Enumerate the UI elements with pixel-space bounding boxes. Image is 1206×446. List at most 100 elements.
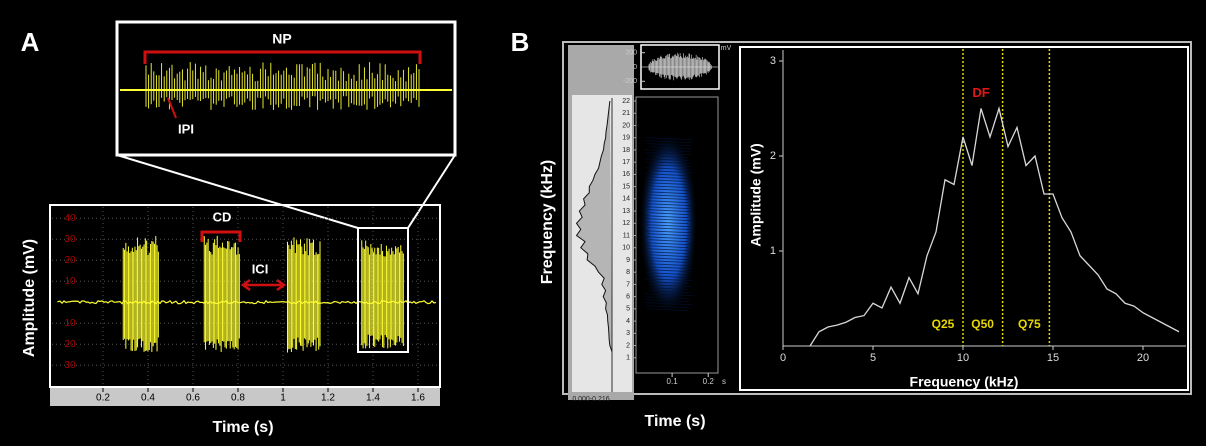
y-tick-label: 200 <box>625 50 637 57</box>
y-tick-label: 20 <box>64 255 76 266</box>
harmonic-stripe <box>646 200 689 204</box>
harmonic-stripe <box>646 272 691 276</box>
zoom-line <box>116 154 359 229</box>
y-tick-label: 2 <box>626 342 630 349</box>
y-tick-label: 1 <box>770 245 776 257</box>
harmonic-stripe <box>643 230 691 234</box>
y-tick-label: 10 <box>64 318 76 329</box>
harmonic-stripe <box>643 251 690 255</box>
harmonic-stripe <box>649 212 690 216</box>
harmonic-stripe <box>649 146 691 150</box>
y-axis-title: Frequency (kHz) <box>539 160 556 284</box>
harmonic-stripe <box>645 188 692 192</box>
x-tick-label: 0 <box>780 352 786 364</box>
harmonic-stripe <box>643 236 690 240</box>
x-axis-title: Frequency (kHz) <box>910 374 1019 390</box>
harmonic-stripe <box>643 185 692 189</box>
y-tick-label: 9 <box>626 257 630 264</box>
x-axis-title: Time (s) <box>212 419 273 436</box>
harmonic-stripe <box>648 290 691 294</box>
y-tick-label: 30 <box>64 234 76 245</box>
harmonic-stripe <box>646 305 689 309</box>
waveform-plot: 30 20 10 10 20 30 40 0.2 0.4 0.6 0.8 1 1.2 1.4 1.6 <box>52 207 438 404</box>
harmonic-stripe <box>648 269 693 273</box>
y-tick-label: -200 <box>623 78 637 85</box>
harmonic-stripe <box>648 164 693 168</box>
harmonic-stripe <box>644 242 691 246</box>
harmonic-stripe <box>644 302 693 306</box>
harmonic-stripe <box>645 296 690 300</box>
y-tick-label: 16 <box>622 171 630 178</box>
x-tick-label: 15 <box>1047 352 1059 364</box>
harmonic-stripe <box>646 224 691 228</box>
y-tick-label: 11 <box>623 232 630 239</box>
np-bracket <box>143 50 422 64</box>
harmonic-stripe <box>648 260 693 264</box>
y-tick-label: 19 <box>622 135 630 142</box>
harmonic-stripe <box>648 233 690 237</box>
ici-label: ICI <box>252 261 269 276</box>
x-tick-label: 20 <box>1137 352 1149 364</box>
harmonic-stripe <box>647 281 690 285</box>
np-label: NP <box>272 31 291 47</box>
y-tick-label: 20 <box>622 122 630 129</box>
harmonic-stripe <box>645 152 692 156</box>
harmonic-stripe <box>644 293 694 297</box>
burst <box>122 236 159 352</box>
y-axis-title: Amplitude (mV) <box>21 239 38 357</box>
harmonic-stripe <box>648 239 688 243</box>
harmonic-stripe <box>646 218 693 222</box>
harmonic-stripe <box>644 278 693 282</box>
y-tick-label: 15 <box>622 183 630 190</box>
x-axis-band <box>50 388 440 406</box>
y-tick-label: 10 <box>622 245 630 252</box>
x-tick-label: 1.4 <box>366 393 380 404</box>
y-tick-label: 2 <box>770 150 776 162</box>
quartile-label: Q25 <box>932 317 955 331</box>
burst <box>648 52 712 81</box>
harmonic-stripe <box>645 221 689 225</box>
quartile-label: Q50 <box>971 317 994 331</box>
y-tick-label: 12 <box>622 220 630 227</box>
harmonic-stripe <box>646 167 692 171</box>
y-axis-title: Amplitude (mV) <box>748 143 764 246</box>
x-tick-label: 0.2 <box>96 393 110 404</box>
x-tick-label: 1.2 <box>321 393 335 404</box>
x-tick-label: 10 <box>957 352 969 364</box>
energy-blob <box>639 131 698 315</box>
y-tick-label: 20 <box>64 339 76 350</box>
x-tick-label: 0.8 <box>231 393 245 404</box>
spectrum-plots: 2000-20012345678910111213141516171819202… <box>575 49 1186 392</box>
harmonic-stripe <box>644 182 694 186</box>
harmonic-stripe <box>644 176 691 180</box>
y-tick-label: 3 <box>626 330 630 337</box>
harmonic-stripe <box>643 299 691 303</box>
power-range-label: 0.000-0.216 <box>572 396 609 403</box>
y-tick-label: 14 <box>622 196 630 203</box>
panel-frame <box>562 41 1192 395</box>
harmonic-stripe <box>648 254 690 258</box>
spectrum-line <box>809 106 1180 347</box>
panel-label: A <box>21 27 40 57</box>
harmonic-stripe <box>648 284 692 288</box>
harmonic-stripe <box>646 143 692 147</box>
unit-label: mV <box>721 45 732 52</box>
harmonic-stripe <box>647 263 692 267</box>
y-tick-label: 40 <box>64 213 76 224</box>
y-tick-label: 8 <box>626 269 630 276</box>
harmonic-stripe <box>645 266 694 270</box>
x-tick-label: 1.6 <box>411 393 425 404</box>
harmonic-stripe <box>646 140 692 144</box>
x-axis-title: Time (s) <box>644 413 705 430</box>
y-tick-label: 21 <box>622 110 630 117</box>
harmonic-stripe <box>645 161 691 165</box>
side-spectrum <box>575 100 613 352</box>
harmonic-stripe <box>646 203 692 207</box>
harmonic-stripe <box>644 173 689 177</box>
y-tick-label: 5 <box>626 306 630 313</box>
y-tick-label: 7 <box>626 281 630 288</box>
ici-arrow <box>240 278 287 292</box>
harmonic-stripe <box>646 245 689 249</box>
y-tick-label: 30 <box>64 360 76 371</box>
